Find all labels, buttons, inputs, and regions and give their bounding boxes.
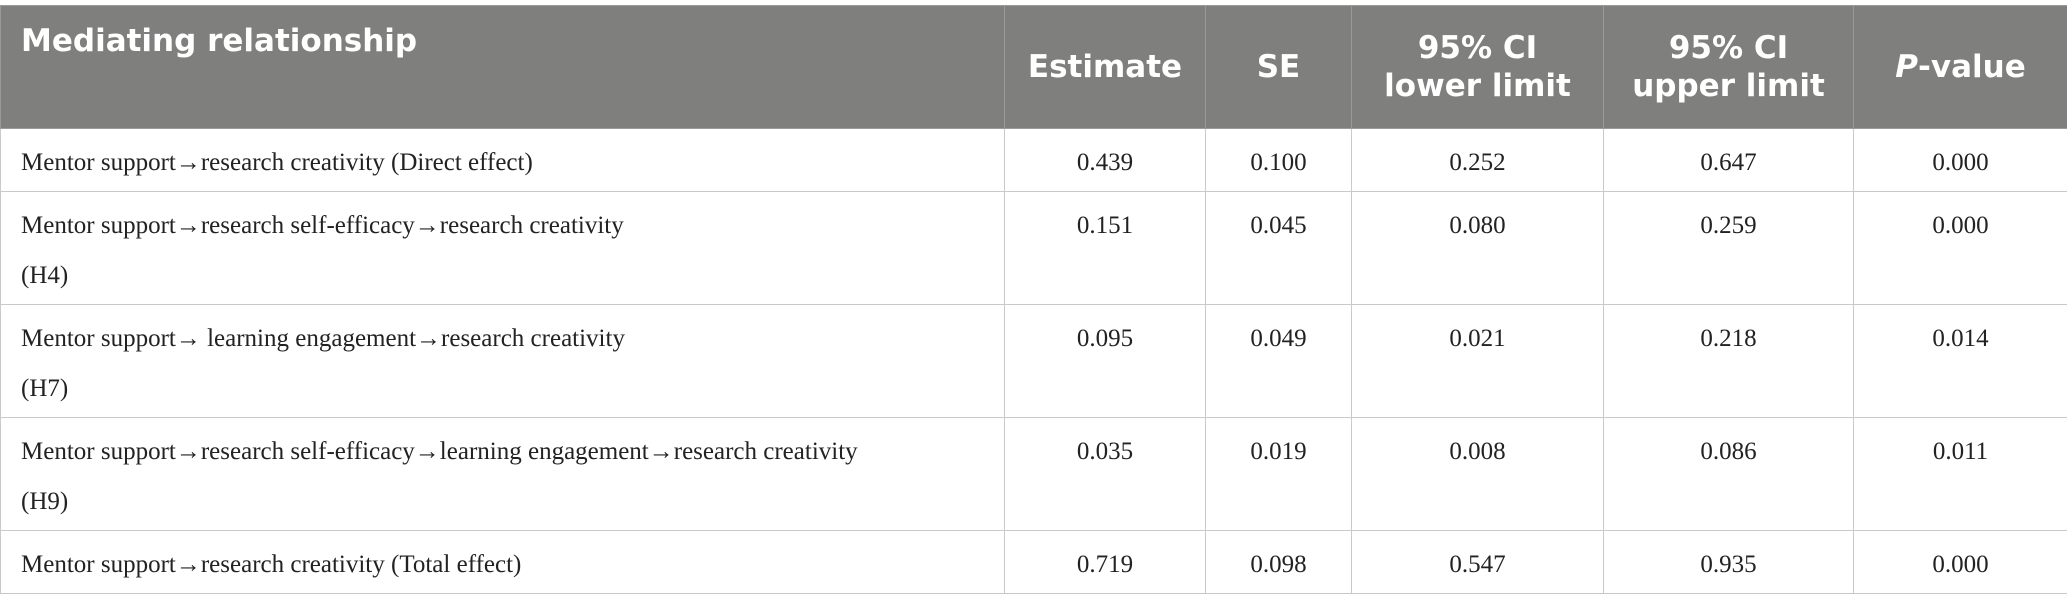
row-label: Mentor support→research self-efficacy→re… — [1, 192, 1005, 305]
table-row: Mentor support→research creativity (Dire… — [1, 129, 2067, 192]
cell-value: 0.647 — [1604, 129, 1854, 192]
column-header: Estimate — [1005, 6, 1206, 129]
cell-value: 0.008 — [1352, 418, 1604, 531]
cell-value: 0.100 — [1206, 129, 1352, 192]
cell-value: 0.080 — [1352, 192, 1604, 305]
cell-value: 0.011 — [1854, 418, 2067, 531]
cell-value: 0.252 — [1352, 129, 1604, 192]
cell-value: 0.000 — [1854, 129, 2067, 192]
row-label: Mentor support→research creativity (Tota… — [1, 531, 1005, 594]
table-row: Mentor support→research creativity (Tota… — [1, 531, 2067, 594]
cell-value: 0.151 — [1005, 192, 1206, 305]
cell-value: 0.719 — [1005, 531, 1206, 594]
cell-value: 0.000 — [1854, 531, 2067, 594]
cell-value: 0.021 — [1352, 305, 1604, 418]
cell-value: 0.259 — [1604, 192, 1854, 305]
cell-value: 0.035 — [1005, 418, 1206, 531]
row-label: Mentor support→research self-efficacy→le… — [1, 418, 1005, 531]
table-row: Mentor support→ learning engagement→rese… — [1, 305, 2067, 418]
row-label: Mentor support→research creativity (Dire… — [1, 129, 1005, 192]
cell-value: 0.098 — [1206, 531, 1352, 594]
cell-value: 0.045 — [1206, 192, 1352, 305]
column-header: Mediating relationship — [1, 6, 1005, 129]
cell-value: 0.000 — [1854, 192, 2067, 305]
cell-value: 0.086 — [1604, 418, 1854, 531]
cell-value: 0.935 — [1604, 531, 1854, 594]
cell-value: 0.049 — [1206, 305, 1352, 418]
column-header: P-value — [1854, 6, 2067, 129]
row-label: Mentor support→ learning engagement→rese… — [1, 305, 1005, 418]
cell-value: 0.439 — [1005, 129, 1206, 192]
column-header: 95% CI lower limit — [1352, 6, 1604, 129]
page: {"table": { "header": ["Mediating relati… — [0, 5, 2067, 598]
cell-value: 0.095 — [1005, 305, 1206, 418]
cell-value: 0.218 — [1604, 305, 1854, 418]
column-header: 95% CI upper limit — [1604, 6, 1854, 129]
cell-value: 0.019 — [1206, 418, 1352, 531]
column-header: SE — [1206, 6, 1352, 129]
cell-value: 0.014 — [1854, 305, 2067, 418]
cell-value: 0.547 — [1352, 531, 1604, 594]
table-row: Mentor support→research self-efficacy→le… — [1, 418, 2067, 531]
table-row: Mentor support→research self-efficacy→re… — [1, 192, 2067, 305]
